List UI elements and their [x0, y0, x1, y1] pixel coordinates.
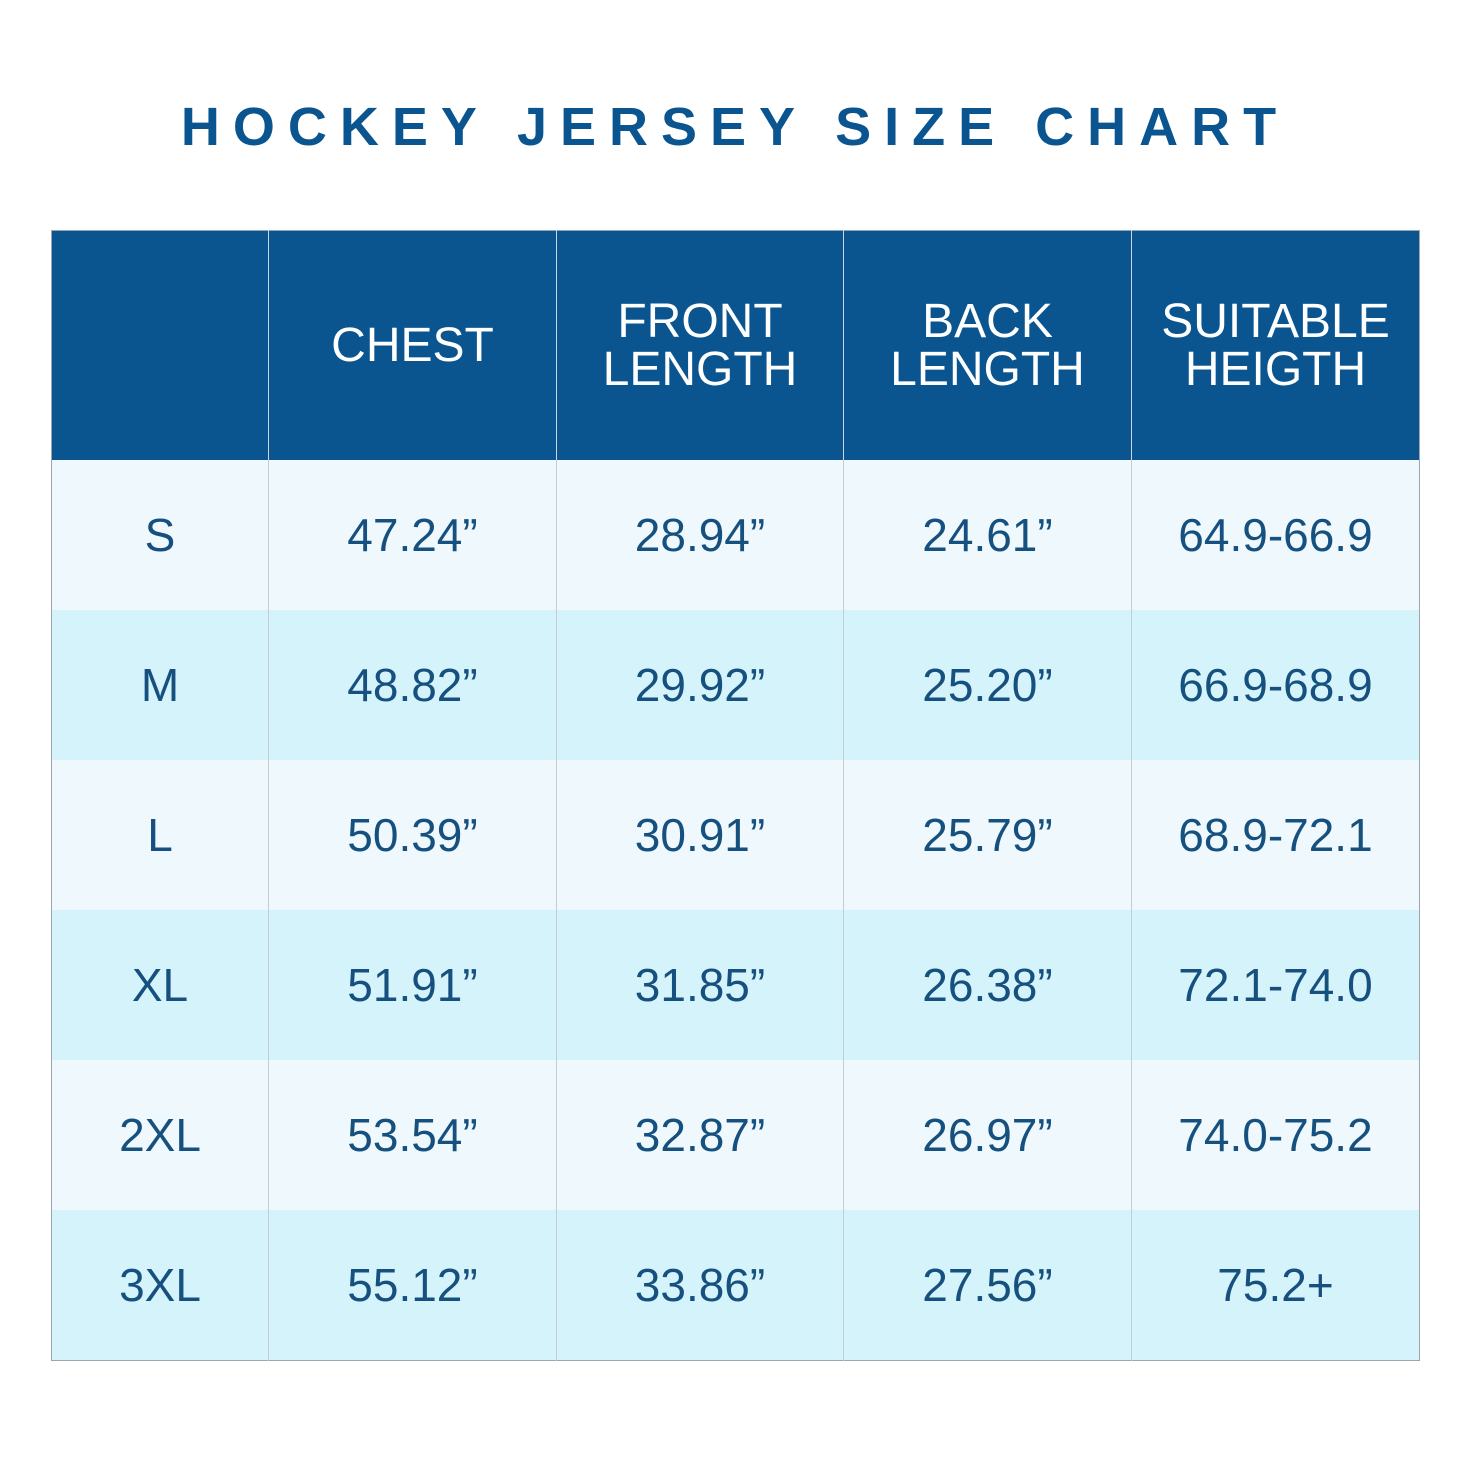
table-row: L 50.39” 30.91” 25.79” 68.9-72.1 [51, 760, 1420, 910]
suitable-height-cell: 75.2+ [1131, 1210, 1420, 1361]
front-length-cell: 28.94” [556, 460, 844, 610]
chest-cell: 47.24” [268, 460, 557, 610]
back-length-cell: 27.56” [843, 1210, 1132, 1361]
back-length-cell: 25.20” [843, 610, 1132, 760]
size-cell: L [51, 760, 269, 910]
header-cell-back-length: BACK LENGTH [843, 230, 1132, 460]
header-line: LENGTH [890, 342, 1085, 396]
header-line: HEIGTH [1184, 342, 1367, 396]
header-cell-chest: CHEST [268, 230, 557, 460]
size-cell: S [51, 460, 269, 610]
chest-cell: 51.91” [268, 910, 557, 1060]
front-length-cell: 30.91” [556, 760, 844, 910]
back-length-cell: 26.38” [843, 910, 1132, 1060]
back-length-cell: 26.97” [843, 1060, 1132, 1210]
chest-cell: 53.54” [268, 1060, 557, 1210]
chest-cell: 50.39” [268, 760, 557, 910]
size-cell: 3XL [51, 1210, 269, 1361]
table-row: 3XL 55.12” 33.86” 27.56” 75.2+ [51, 1210, 1420, 1361]
header-line: CHEST [331, 318, 494, 372]
header-line: BACK [922, 294, 1053, 348]
front-length-cell: 32.87” [556, 1060, 844, 1210]
back-length-cell: 24.61” [843, 460, 1132, 610]
header-cell-suitable-height: SUITABLE HEIGTH [1131, 230, 1420, 460]
header-cell-front-length: FRONT LENGTH [556, 230, 844, 460]
table-row: 2XL 53.54” 32.87” 26.97” 74.0-75.2 [51, 1060, 1420, 1210]
header-line: FRONT [617, 294, 783, 348]
table-row: S 47.24” 28.94” 24.61” 64.9-66.9 [51, 460, 1420, 610]
size-chart-table: CHEST FRONT LENGTH BACK LENGTH SUITABLE … [51, 230, 1420, 1361]
back-length-cell: 25.79” [843, 760, 1132, 910]
header-row: CHEST FRONT LENGTH BACK LENGTH SUITABLE … [51, 230, 1420, 460]
table-row: M 48.82” 29.92” 25.20” 66.9-68.9 [51, 610, 1420, 760]
suitable-height-cell: 66.9-68.9 [1131, 610, 1420, 760]
suitable-height-cell: 72.1-74.0 [1131, 910, 1420, 1060]
suitable-height-cell: 68.9-72.1 [1131, 760, 1420, 910]
front-length-cell: 33.86” [556, 1210, 844, 1361]
size-cell: XL [51, 910, 269, 1060]
header-line: LENGTH [602, 342, 798, 396]
header-line: SUITABLE [1161, 294, 1390, 348]
chest-cell: 55.12” [268, 1210, 557, 1361]
suitable-height-cell: 74.0-75.2 [1131, 1060, 1420, 1210]
front-length-cell: 31.85” [556, 910, 844, 1060]
size-cell: M [51, 610, 269, 760]
table-body: S 47.24” 28.94” 24.61” 64.9-66.9 M 48.82… [51, 460, 1420, 1361]
header-cell-size [51, 230, 269, 460]
chest-cell: 48.82” [268, 610, 557, 760]
size-cell: 2XL [51, 1060, 269, 1210]
page-title: HOCKEY JERSEY SIZE CHART [180, 97, 1290, 157]
front-length-cell: 29.92” [556, 610, 844, 760]
suitable-height-cell: 64.9-66.9 [1131, 460, 1420, 610]
table-header: CHEST FRONT LENGTH BACK LENGTH SUITABLE … [51, 230, 1420, 460]
table-row: XL 51.91” 31.85” 26.38” 72.1-74.0 [51, 910, 1420, 1060]
